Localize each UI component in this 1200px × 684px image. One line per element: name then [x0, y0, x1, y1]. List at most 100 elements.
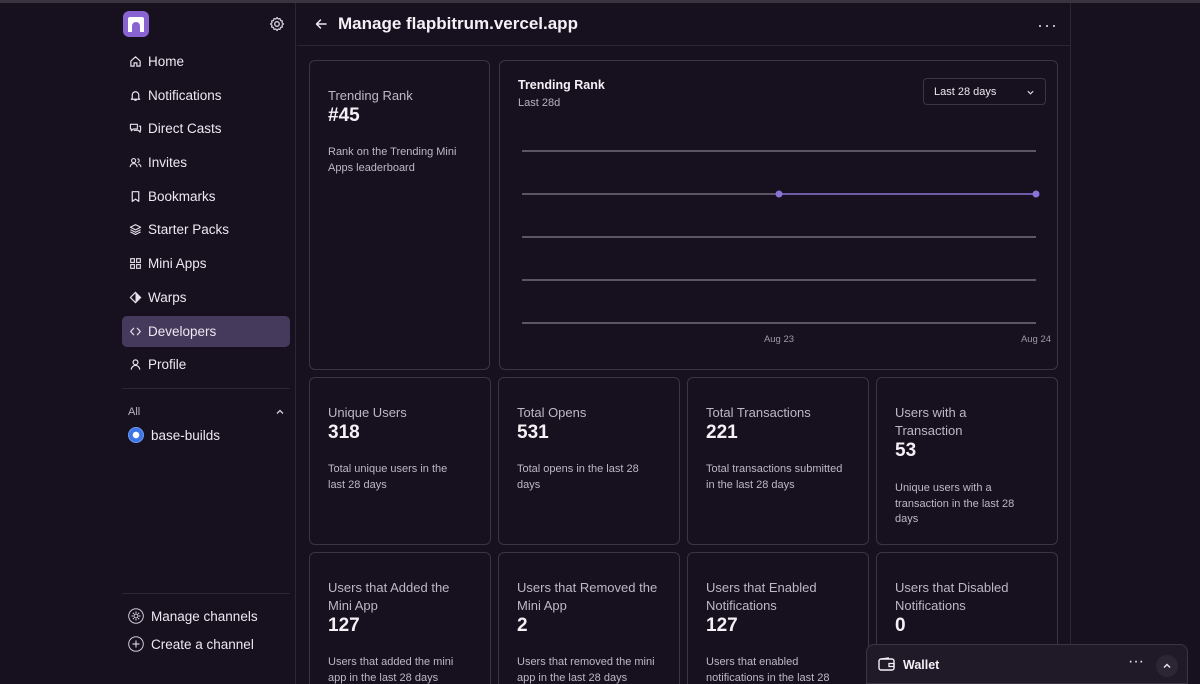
stat-label: Users that Added the Mini App	[328, 579, 449, 615]
date-range-value: Last 28 days	[934, 86, 997, 98]
stat-card-unique-users: Unique Users 318 Total unique users in t…	[309, 377, 491, 545]
users-icon	[129, 158, 142, 168]
stat-value: 0	[895, 615, 906, 636]
stat-value: 531	[517, 422, 549, 443]
stat-card-notifications-enabled: Users that Enabled Notifications 127 Use…	[687, 552, 869, 684]
sidebar-item-label: Profile	[148, 357, 187, 373]
stat-value: 221	[706, 422, 738, 443]
chart-data-point[interactable]	[775, 190, 783, 198]
page-title: Manage flapbitrum.vercel.app	[338, 14, 578, 33]
sidebar-item-invites[interactable]: Invites	[122, 147, 290, 178]
stat-card-total-transactions: Total Transactions 221 Total transaction…	[687, 377, 869, 545]
sidebar-item-label: Warps	[148, 289, 187, 305]
page-header: Manage flapbitrum.vercel.app ···	[297, 3, 1071, 46]
stat-card-users-removed: Users that Removed the Mini App 2 Users …	[498, 552, 680, 684]
layers-icon	[129, 224, 142, 236]
create-channel-link[interactable]: Create a channel	[128, 636, 254, 652]
more-options-icon[interactable]: ···	[1128, 653, 1144, 670]
stat-description: Rank on the Trending Mini Apps leaderboa…	[328, 145, 456, 176]
channel-avatar	[128, 427, 144, 443]
chart-data-point[interactable]	[1032, 190, 1040, 198]
wallet-bar[interactable]: Wallet ···	[866, 644, 1188, 684]
stat-label-line: Users that Added the	[328, 580, 450, 595]
sidebar-item-label: Bookmarks	[148, 188, 216, 204]
home-icon	[130, 56, 141, 67]
stat-label: Unique Users	[328, 405, 407, 420]
plus-circle-icon	[128, 636, 144, 652]
stat-description-line: days	[517, 478, 541, 491]
sidebar-divider	[122, 593, 290, 594]
stat-description-line: last 28 days	[328, 478, 387, 491]
stat-value: 127	[328, 615, 360, 636]
code-icon	[130, 327, 141, 335]
arrow-left-icon[interactable]	[314, 17, 328, 31]
stat-label-line: Users that Enabled	[706, 580, 817, 595]
chart-subtitle: Last 28d	[518, 97, 561, 109]
stat-label-line: Transaction	[895, 423, 963, 438]
sidebar-item-notifications[interactable]: Notifications	[122, 80, 290, 111]
date-range-select[interactable]: Last 28 days	[923, 78, 1046, 105]
stat-description: Users that added the mini app in the las…	[328, 655, 453, 684]
grid-icon	[130, 258, 141, 270]
sidebar-item-label: Developers	[148, 323, 217, 339]
chart-x-tick-label: Aug 24	[1021, 334, 1051, 345]
gear-icon[interactable]	[269, 16, 285, 32]
stat-value: 53	[895, 440, 917, 461]
stat-description: Total opens in the last 28 days	[517, 462, 639, 493]
sidebar-item-label: Direct Casts	[148, 121, 222, 137]
chevron-up-icon	[1163, 663, 1171, 668]
stat-description-line: Total transactions submitted	[706, 463, 843, 475]
channel-label: base-builds	[151, 427, 221, 443]
trending-rank-chart: Aug 23 Aug 24	[522, 150, 1051, 345]
sidebar-item-bookmarks[interactable]: Bookmarks	[122, 181, 290, 212]
stat-description-line: Users that removed the mini	[517, 656, 655, 668]
stat-description-line: Users that added the mini	[328, 656, 454, 668]
sidebar-item-home[interactable]: Home	[122, 46, 290, 77]
sidebar-item-profile[interactable]: Profile	[122, 349, 290, 380]
channel-item-base-builds[interactable]: base-builds	[128, 427, 220, 443]
sidebar-item-mini-apps[interactable]: Mini Apps	[122, 248, 290, 279]
trending-rank-card: Trending Rank #45 Rank on the Trending M…	[309, 60, 490, 370]
main-column-border	[1070, 3, 1071, 684]
wallet-label: Wallet	[903, 658, 940, 672]
gear-circle-icon	[128, 608, 144, 624]
stat-label-line: Mini App	[517, 598, 567, 613]
stat-label: Users that Enabled Notifications	[706, 579, 817, 615]
stat-description: Total unique users in the last 28 days	[328, 462, 447, 493]
stat-label-line: Users that Removed the	[517, 580, 658, 595]
sidebar-item-direct-casts[interactable]: Direct Casts	[122, 113, 290, 144]
stat-description: Users that removed the mini app in the l…	[517, 655, 655, 684]
sidebar-item-label: Starter Packs	[148, 222, 230, 238]
sidebar-item-warps[interactable]: Warps	[122, 282, 290, 313]
stat-description-line: transaction in the last 28	[895, 497, 1015, 510]
farcaster-logo-icon[interactable]	[123, 11, 149, 37]
manage-channels-link[interactable]: Manage channels	[128, 608, 258, 624]
stat-label-line: Notifications	[895, 598, 966, 613]
sidebar-item-developers[interactable]: Developers	[122, 315, 290, 347]
stat-value: 127	[706, 615, 738, 636]
stat-card-total-opens: Total Opens 531 Total opens in the last …	[498, 377, 680, 545]
expand-wallet-button[interactable]	[1156, 655, 1178, 677]
chevron-up-icon[interactable]	[275, 407, 285, 417]
stat-description-line: Total unique users in the	[328, 463, 448, 475]
more-options-icon[interactable]: ···	[1037, 15, 1058, 35]
stat-description-line: notifications in the last 28	[706, 671, 830, 684]
sidebar-item-starter-packs[interactable]: Starter Packs	[122, 214, 290, 245]
stat-label: Trending Rank	[328, 88, 413, 103]
stat-value: #45	[328, 105, 360, 126]
sidebar-item-label: Mini Apps	[148, 256, 207, 272]
stat-description-line: Unique users with a	[895, 482, 992, 494]
chart-x-tick-label: Aug 23	[764, 334, 794, 345]
main-navigation: Home Notifications Direct Casts Invites …	[122, 46, 290, 383]
stat-description-line: Users that enabled	[706, 656, 799, 668]
sidebar: Home Notifications Direct Casts Invites …	[113, 3, 296, 684]
sidebar-item-label: Notifications	[148, 87, 222, 103]
stat-label-line: Users that Disabled	[895, 580, 1009, 595]
diamond-icon	[129, 291, 142, 304]
stat-label: Total Opens	[517, 405, 587, 420]
stat-label: Users with a Transaction	[895, 404, 967, 440]
trending-rank-chart-card: Aug 23 Aug 24 Trending Rank Last 28d Last…	[499, 60, 1058, 370]
stat-description-line: in the last 28 days	[706, 478, 795, 491]
stat-description-line: app in the last 28 days	[517, 671, 628, 684]
create-channel-label: Create a channel	[151, 636, 254, 652]
